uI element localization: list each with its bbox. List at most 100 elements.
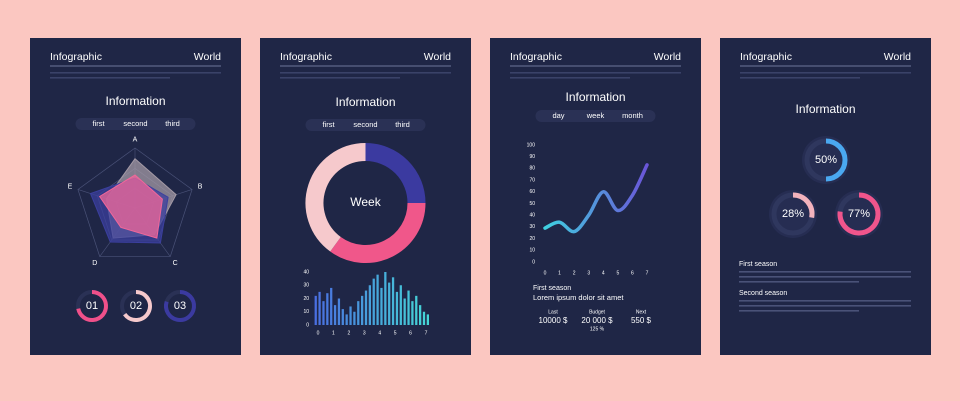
bar bbox=[422, 311, 426, 325]
ring-label: 02 bbox=[130, 300, 142, 312]
filler-text bbox=[739, 281, 859, 283]
x-tick-label: 4 bbox=[378, 330, 381, 336]
bar bbox=[357, 301, 360, 325]
stat-caption: Last bbox=[548, 309, 558, 315]
heading: Information bbox=[565, 90, 625, 104]
line bbox=[543, 163, 649, 234]
bar bbox=[349, 306, 352, 325]
filler-text bbox=[739, 271, 911, 273]
section-title: First season bbox=[739, 261, 777, 268]
radar-label: C bbox=[173, 260, 178, 267]
ring bbox=[792, 192, 815, 219]
x-tick-label: 2 bbox=[347, 330, 350, 336]
card-title: Infographic bbox=[280, 51, 332, 63]
x-tick-label: 0 bbox=[317, 330, 320, 336]
y-tick-label: 40 bbox=[303, 269, 309, 275]
x-tick-label: 4 bbox=[602, 270, 605, 276]
section-title: Second season bbox=[739, 290, 787, 297]
y-tick-label: 30 bbox=[303, 283, 309, 289]
radar-label: A bbox=[133, 136, 138, 143]
radar-grid bbox=[77, 147, 193, 257]
ring-label: 28% bbox=[782, 208, 804, 220]
bar bbox=[333, 305, 337, 325]
bar bbox=[364, 290, 368, 325]
card-world: World bbox=[654, 51, 681, 63]
bar bbox=[318, 291, 321, 325]
bar bbox=[353, 311, 356, 325]
card-title: Infographic bbox=[510, 51, 562, 63]
summary-title: First season bbox=[533, 285, 571, 292]
bar bbox=[376, 274, 379, 325]
y-tick-label: 100 bbox=[527, 142, 536, 148]
bar bbox=[415, 295, 418, 325]
x-tick-label: 5 bbox=[394, 330, 397, 336]
filler-text bbox=[739, 310, 859, 312]
bar bbox=[322, 301, 325, 325]
x-tick-label: 3 bbox=[363, 330, 366, 336]
summary-subtitle: Lorem ipsum dolor sit amet bbox=[533, 293, 624, 302]
x-tick-label: 3 bbox=[587, 270, 590, 276]
bar bbox=[403, 298, 406, 325]
filler-text bbox=[510, 77, 630, 79]
donut-center: Week bbox=[350, 195, 381, 209]
donut-segment bbox=[330, 202, 426, 263]
card-world: World bbox=[424, 51, 451, 63]
bar bbox=[380, 287, 383, 325]
x-tick-label: 1 bbox=[332, 330, 335, 336]
y-tick-label: 0 bbox=[532, 259, 535, 265]
ring bbox=[164, 290, 196, 322]
ring bbox=[123, 290, 152, 322]
card-title: Infographic bbox=[50, 51, 102, 63]
radar-label: E bbox=[68, 184, 73, 191]
y-tick-label: 10 bbox=[303, 309, 309, 315]
stat-caption: Budget bbox=[589, 309, 605, 315]
y-tick-label: 10 bbox=[529, 248, 535, 254]
heading: Information bbox=[335, 95, 395, 109]
x-tick-label: 7 bbox=[646, 270, 649, 276]
tab[interactable]: second bbox=[123, 119, 147, 128]
ring bbox=[825, 138, 848, 182]
filler-text bbox=[740, 77, 860, 79]
bar bbox=[388, 282, 391, 325]
y-tick-label: 40 bbox=[529, 213, 535, 219]
tab[interactable]: week bbox=[586, 111, 605, 120]
ring bbox=[837, 192, 881, 236]
donut-segment bbox=[305, 143, 366, 252]
x-tick-label: 2 bbox=[573, 270, 576, 276]
filler-text bbox=[280, 77, 400, 79]
bar bbox=[407, 290, 410, 325]
bar bbox=[314, 295, 317, 325]
filler-text bbox=[739, 305, 911, 307]
y-tick-label: 60 bbox=[529, 189, 535, 195]
bar bbox=[419, 305, 422, 325]
ring-label: 03 bbox=[174, 300, 186, 312]
ring-label: 50% bbox=[815, 154, 837, 166]
bar bbox=[384, 272, 387, 325]
filler-text bbox=[50, 77, 170, 79]
tab[interactable]: third bbox=[165, 119, 180, 128]
x-tick-label: 6 bbox=[631, 270, 634, 276]
filler-text bbox=[739, 276, 911, 278]
tab[interactable]: month bbox=[622, 111, 643, 120]
bar bbox=[426, 314, 429, 325]
bar bbox=[326, 293, 329, 325]
bar bbox=[341, 309, 344, 325]
tab[interactable]: third bbox=[395, 120, 410, 129]
ring bbox=[76, 290, 108, 322]
bar bbox=[345, 314, 348, 325]
stat-value: 10000 $ bbox=[539, 316, 568, 325]
tab[interactable]: second bbox=[353, 120, 377, 129]
tab[interactable]: first bbox=[92, 119, 105, 128]
bar bbox=[411, 301, 414, 325]
stat-note: 125 % bbox=[590, 326, 605, 332]
ring-label: 77% bbox=[848, 208, 870, 220]
y-tick-label: 80 bbox=[529, 166, 535, 172]
tab[interactable]: day bbox=[552, 111, 564, 120]
x-tick-label: 0 bbox=[544, 270, 547, 276]
bar bbox=[330, 287, 333, 325]
tab[interactable]: first bbox=[322, 120, 335, 129]
stat-value: 550 $ bbox=[631, 316, 652, 325]
x-tick-label: 6 bbox=[409, 330, 412, 336]
ring-label: 01 bbox=[86, 300, 98, 312]
